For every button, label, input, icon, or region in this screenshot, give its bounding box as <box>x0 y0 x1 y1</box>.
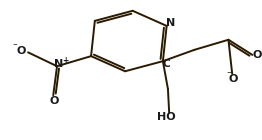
Text: O: O <box>16 46 26 56</box>
Text: O: O <box>229 74 238 84</box>
Text: ⁻: ⁻ <box>13 42 17 51</box>
Text: ⁻: ⁻ <box>226 71 231 80</box>
Text: N: N <box>54 60 63 69</box>
Text: HO: HO <box>157 112 176 122</box>
Text: +: + <box>62 56 68 65</box>
Text: N: N <box>166 18 175 28</box>
Text: O: O <box>50 96 59 106</box>
Text: C: C <box>163 59 171 69</box>
Text: O: O <box>252 50 261 60</box>
